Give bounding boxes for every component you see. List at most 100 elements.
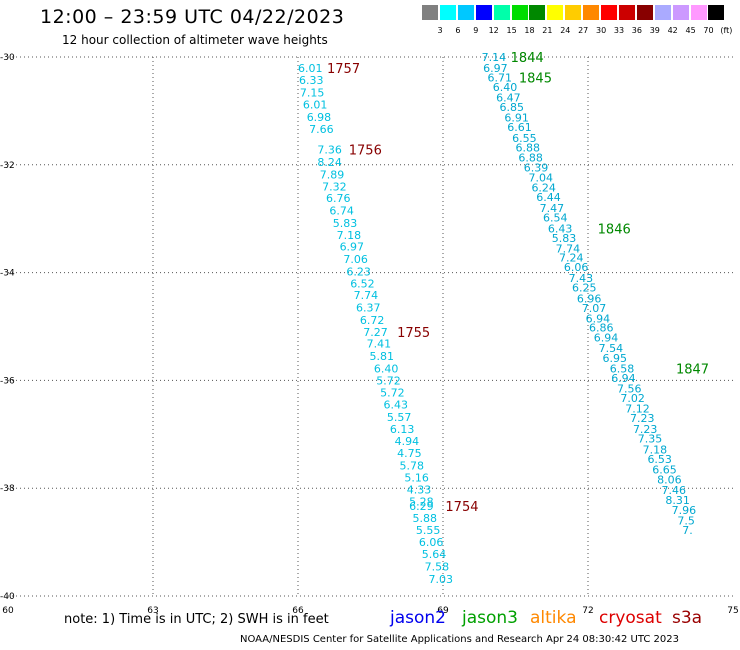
color-scale-label: 3 (437, 26, 443, 35)
color-scale-label: 70 (703, 26, 714, 35)
wave-height-value: 7.14 (482, 51, 507, 64)
wave-height-value: 6.44 (536, 191, 561, 204)
wave-height-value: 6.58 (610, 363, 635, 376)
wave-height-value: 5.57 (387, 411, 412, 424)
wave-height-value: 5.64 (422, 548, 447, 561)
color-swatch (565, 5, 582, 20)
color-swatch (439, 5, 456, 20)
wave-height-value: 7.74 (556, 242, 581, 255)
wave-height-value: 6.24 (531, 181, 556, 194)
wave-height-value: 6.23 (346, 266, 371, 279)
wave-height-value: 6.91 (504, 111, 528, 124)
wave-height-value: 6.96 (577, 292, 602, 305)
wave-height-value: 7.89 (320, 169, 345, 182)
color-swatch (690, 5, 707, 20)
wave-height-value: 7.23 (633, 423, 658, 436)
wave-height-value: 8.06 (657, 474, 682, 487)
legend-cryosat: cryosat (599, 608, 662, 628)
wave-height-value: 4.33 (407, 483, 432, 496)
wave-height-value: 7.04 (529, 172, 554, 185)
wave-height-value: 6.54 (543, 212, 568, 225)
color-swatch (529, 5, 546, 20)
wave-height-value: 7.36 (317, 144, 342, 157)
wave-height-value: 7.66 (309, 123, 334, 136)
x-tick-label: 63 (147, 606, 158, 616)
wave-height-value: 7.07 (582, 302, 607, 315)
wave-height-value: 7.41 (367, 338, 392, 351)
wave-height-value: 6.72 (360, 314, 385, 327)
legend-jason2: jason2 (390, 608, 446, 628)
wave-height-value: 6.86 (589, 322, 614, 335)
legend-jason3: jason3 (462, 608, 518, 628)
color-swatch (457, 5, 474, 20)
wave-height-value: 6.94 (586, 312, 611, 325)
wave-height-value: 6.76 (326, 192, 351, 205)
wave-height-value: 6.06 (419, 536, 444, 549)
wave-height-value: 6.40 (374, 363, 399, 376)
color-scale-label: 12 (488, 26, 499, 35)
y-tick-label: -34 (0, 269, 15, 279)
wave-height-value: 6.88 (518, 151, 543, 164)
wave-height-value: 6.85 (500, 101, 525, 114)
x-tick-label: 60 (2, 606, 14, 616)
wave-height-value: 7.35 (638, 433, 663, 446)
color-scale-label: 36 (631, 26, 642, 35)
wave-height-value: 6.37 (356, 302, 381, 315)
wave-height-value: 5.78 (400, 460, 425, 473)
time-annotation: 1755 (397, 326, 430, 341)
color-swatch (672, 5, 689, 20)
note-text: note: 1) Time is in UTC; 2) SWH is in fe… (64, 612, 329, 627)
wave-height-value: 6.06 (564, 261, 589, 274)
wave-height-value: 7.32 (322, 180, 347, 193)
wave-height-value: 6.65 (652, 463, 677, 476)
wave-height-value: 5.88 (413, 512, 438, 525)
wave-height-value: 5.55 (416, 524, 441, 537)
x-tick-label: 69 (437, 606, 449, 616)
wave-height-value: 5.72 (376, 374, 401, 387)
wave-height-value: 7.12 (625, 402, 650, 415)
y-tick-label: -36 (0, 376, 15, 386)
wave-height-value: 7.43 (569, 272, 594, 285)
color-scale-label: 30 (596, 26, 607, 35)
wave-height-value: 7.18 (643, 443, 668, 456)
color-scale-label: 24 (560, 26, 571, 35)
chart-subtitle: 12 hour collection of altimeter wave hei… (62, 33, 328, 47)
wave-height-value: 6.74 (329, 205, 354, 218)
color-swatch (708, 5, 725, 20)
wave-height-value: 6.55 (512, 132, 537, 145)
wave-height-value: 7.58 (425, 560, 450, 573)
color-scale-label: 15 (506, 26, 517, 35)
wave-height-value: 5.16 (404, 471, 429, 484)
color-scale-label: 33 (613, 26, 625, 35)
wave-height-value: 4.75 (397, 447, 422, 460)
color-scale-label: 6 (455, 26, 461, 35)
color-swatch (547, 5, 564, 20)
wave-height-value: 7.5 (677, 515, 695, 528)
wave-height-value: 5.72 (380, 386, 405, 399)
wave-height-value: 7.47 (540, 202, 565, 215)
x-tick-label: 66 (292, 606, 304, 616)
time-annotation: 1844 (511, 51, 544, 66)
wave-height-value: 7.18 (337, 229, 362, 242)
time-annotation: 1757 (327, 62, 360, 77)
wave-height-value: 7.54 (599, 342, 624, 355)
color-swatch (475, 5, 492, 20)
wave-height-value: 6.43 (548, 222, 573, 235)
wave-height-value: 5.83 (552, 232, 577, 245)
color-swatch (493, 5, 510, 20)
wave-height-value: 8.24 (317, 156, 342, 169)
time-annotation: 1754 (445, 500, 478, 515)
x-tick-label: 72 (582, 606, 593, 616)
legend-altika: altika (530, 608, 577, 628)
wave-height-value: 8.31 (665, 494, 690, 507)
wave-height-value: 7.23 (630, 412, 655, 425)
wave-height-value: 6.01 (298, 62, 323, 75)
wave-height-value: 7.06 (343, 253, 368, 266)
color-scale-label: 9 (473, 26, 479, 35)
wave-height-value: 7. (682, 524, 693, 537)
wave-height-value: 6.94 (611, 372, 636, 385)
y-tick-label: -40 (0, 592, 15, 602)
wave-height-value: 6.29 (409, 500, 434, 513)
wave-height-value: 6.52 (350, 277, 375, 290)
color-swatch (422, 5, 438, 20)
